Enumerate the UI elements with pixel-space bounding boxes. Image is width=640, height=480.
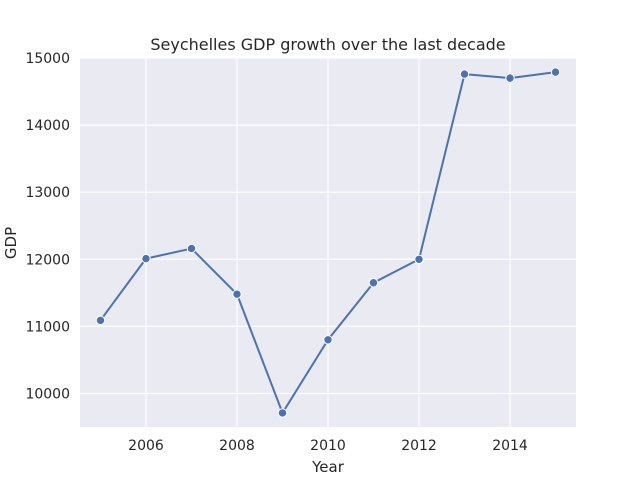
x-tick-label: 2010 [310,438,346,454]
data-point [277,408,288,418]
x-tick-label: 2006 [128,438,164,454]
data-point [550,67,561,77]
y-axis-label: GDP [2,227,20,259]
x-tick-label: 2014 [492,438,528,454]
data-series [95,67,561,418]
data-point [95,315,106,326]
data-point [186,243,197,254]
x-tick-label: 2008 [219,438,255,454]
y-tick-label: 10000 [25,386,70,402]
data-point [505,73,515,83]
y-tick-labels: 10000 11000 12000 13000 14000 15000 [25,51,70,402]
x-axis-label: Year [311,458,345,476]
y-tick-label: 15000 [25,51,70,67]
data-point [232,289,242,299]
data-point [141,253,151,264]
y-tick-label: 13000 [25,185,70,201]
x-tick-labels: 2006 2008 2010 2012 2014 [128,438,528,454]
x-tick-label: 2012 [401,438,437,454]
chart-title: Seychelles GDP growth over the last deca… [150,35,505,54]
data-point [368,278,379,288]
y-tick-label: 12000 [25,252,70,268]
data-point [414,254,424,264]
data-point [323,335,333,345]
y-tick-label: 11000 [25,319,70,335]
y-tick-label: 14000 [25,118,70,134]
grid [80,57,576,427]
data-point [459,69,470,79]
